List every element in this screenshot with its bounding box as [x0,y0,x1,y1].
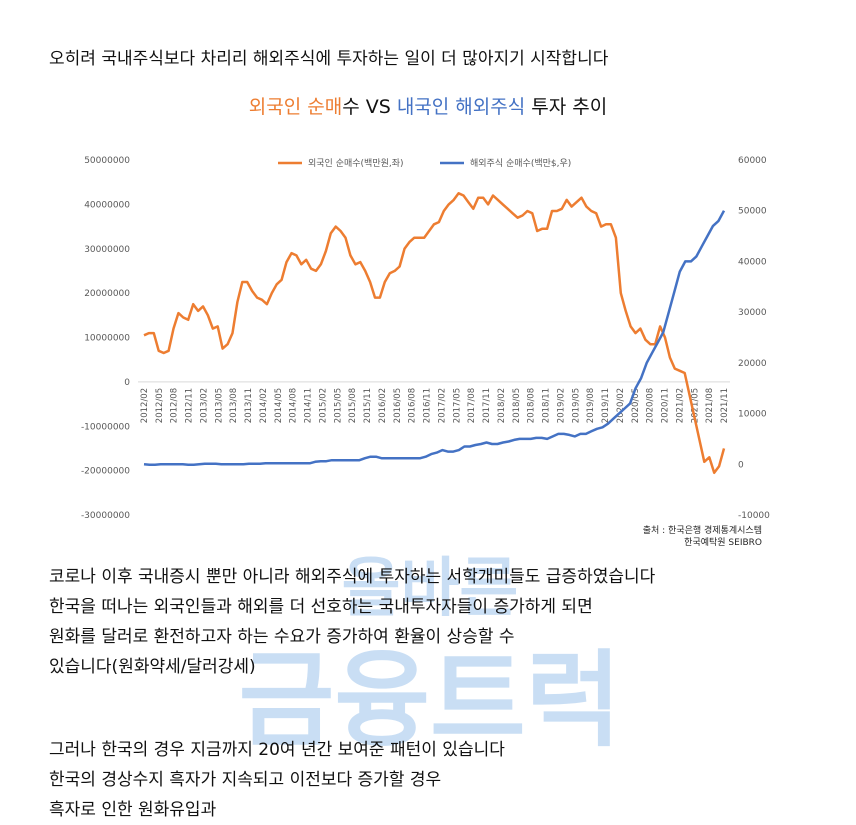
x-tick-label: 2017/05 [452,388,462,423]
x-tick-label: 2012/08 [170,388,180,423]
right-tick-label: 0 [738,460,744,470]
x-tick-label: 2018/02 [497,388,507,423]
x-tick-label: 2017/02 [437,388,447,423]
left-tick-label: -30000000 [81,511,130,521]
legend-label: 외국인 순매수(백만원,좌) [308,157,404,169]
paragraph-line: 원화를 달러로 환전하고자 하는 수요가 증가하여 환율이 상승할 수 [49,627,515,647]
x-tick-label: 2020/11 [661,388,671,423]
x-tick-label: 2015/11 [363,388,373,423]
x-tick-label: 2013/11 [244,388,254,423]
x-tick-label: 2013/05 [214,388,224,423]
intro-text: 오히려 국내주식보다 차리리 해외주식에 투자하는 일이 더 많아지기 시작합니… [49,49,609,69]
x-tick-label: 2014/02 [259,388,269,423]
x-tick-label: 2019/02 [556,388,566,423]
x-tick-label: 2018/05 [512,388,522,423]
right-axis-ticks: 60000 50000 40000 30000 20000 10000 0 -10000 [738,156,770,521]
left-axis-ticks: 50000000 40000000 30000000 20000000 10000000… [81,156,130,521]
x-tick-label: 2013/08 [229,388,239,423]
series-line-foreign-net-buy [143,192,726,475]
x-tick-label: 2021/02 [675,388,685,423]
x-tick-label: 2014/08 [289,388,299,423]
chart-title: 외국인 순매수 VS 내국인 해외주식 투자 추이 [0,92,856,119]
legend-label: 해외주식 순매수(백만$,우) [470,157,571,169]
paragraph-line: 코로나 이후 국내증시 뿐만 아니라 해외주식에 투자하는 서학개미들도 급증하… [49,567,656,587]
x-tick-label: 2015/02 [318,388,328,423]
x-tick-label: 2016/08 [408,388,418,423]
right-tick-label: 30000 [738,308,767,318]
source-line: 한국예탁원 SEIBRO [684,536,762,548]
chart-legend: 외국인 순매수(백만원,좌) 해외주식 순매수(백만$,우) [278,157,571,169]
x-tick-label: 2019/11 [601,388,611,423]
title-part-foreign: 외국인 순매 [248,96,343,118]
left-tick-label: 20000000 [84,289,130,299]
x-tick-label: 2019/08 [586,388,596,423]
paragraph-line: 흑자로 인한 원화유입과 [49,800,217,820]
intro-paragraph: 오히려 국내주식보다 차리리 해외주식에 투자하는 일이 더 많아지기 시작합니… [49,44,608,74]
left-tick-label: -10000000 [81,422,130,432]
right-tick-label: 40000 [738,257,767,267]
x-tick-label: 2017/08 [467,388,477,423]
dual-axis-line-chart: 외국인 순매수(백만원,좌) 해외주식 순매수(백만$,우) 50000000 40… [81,156,770,548]
x-tick-label: 2014/05 [274,388,284,423]
left-tick-label: 50000000 [84,156,130,166]
x-tick-label: 2020/02 [616,388,626,423]
x-tick-label: 2015/08 [348,388,358,423]
title-part-trend: 투자 추이 [525,96,608,118]
x-tick-label: 2014/11 [304,388,314,423]
x-axis-labels: 2012/02 2012/05 2012/08 2012/11 2013/02 2013/… [140,388,730,423]
x-tick-label: 2017/11 [482,388,492,423]
x-tick-label: 2019/05 [571,388,581,423]
paragraph-line: 있습니다(원화약세/달러강세) [49,657,256,677]
source-line: 출처 : 한국은행 경제통계시스템 [643,524,762,536]
x-tick-label: 2013/02 [199,388,209,423]
right-tick-label: 20000 [738,359,767,369]
x-tick-label: 2016/02 [378,388,388,423]
left-tick-label: 10000000 [84,334,130,344]
body-paragraph-1: 코로나 이후 국내증시 뿐만 아니라 해외주식에 투자하는 서학개미들도 급증하… [49,562,655,682]
x-tick-label: 2016/05 [393,388,403,423]
right-tick-label: 10000 [738,410,767,420]
title-part-vs: 수 VS [342,96,397,118]
paragraph-line: 한국을 떠나는 외국인들과 해외를 더 선호하는 국내투자자들이 증가하게 되면 [49,597,593,617]
series-line-overseas-stock-buy [143,210,726,467]
x-tick-label: 2016/11 [423,388,433,423]
right-tick-label: 50000 [738,207,767,217]
left-tick-label: 0 [124,378,130,388]
x-tick-label: 2012/11 [185,388,195,423]
right-tick-label: -10000 [738,511,770,521]
x-tick-label: 2021/08 [705,388,715,423]
right-tick-label: 60000 [738,156,767,166]
title-part-domestic: 내국인 해외주식 [396,96,526,118]
x-tick-label: 2020/05 [631,388,641,423]
paragraph-line: 한국의 경상수지 흑자가 지속되고 이전보다 증가할 경우 [49,770,442,790]
left-tick-label: 40000000 [84,200,130,210]
x-tick-label: 2012/05 [155,388,165,423]
x-tick-label: 2018/11 [542,388,552,423]
x-tick-label: 2018/08 [527,388,537,423]
left-tick-label: 30000000 [84,245,130,255]
x-tick-label: 2012/02 [140,388,150,423]
x-tick-label: 2015/05 [333,388,343,423]
x-tick-label: 2021/11 [720,388,730,423]
left-tick-label: -20000000 [81,467,130,477]
x-tick-label: 2020/08 [646,388,656,423]
paragraph-line: 그러나 한국의 경우 지금까지 20여 년간 보여준 패턴이 있습니다 [49,740,505,760]
x-tick-label: 2021/05 [690,388,700,423]
